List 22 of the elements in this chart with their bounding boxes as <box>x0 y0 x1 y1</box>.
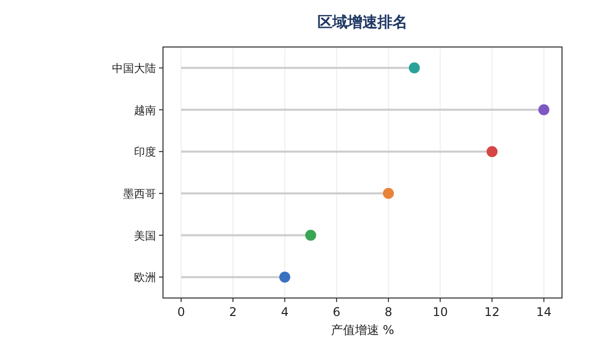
point <box>538 104 550 116</box>
chart-title: 区域增速排名 <box>318 13 408 31</box>
y-tick-label: 印度 <box>134 146 156 159</box>
point <box>408 62 420 74</box>
x-tick-label: 0 <box>177 305 185 319</box>
point <box>486 146 498 158</box>
x-tick-label: 10 <box>432 305 448 319</box>
point <box>279 272 290 283</box>
x-tick-label: 8 <box>384 305 392 319</box>
x-tick-label: 6 <box>332 305 340 319</box>
y-tick-label: 越南 <box>134 104 156 117</box>
x-axis-title: 产值增速 % <box>330 323 394 337</box>
x-tick-label: 4 <box>280 305 289 319</box>
x-tick-label: 2 <box>229 305 237 319</box>
x-tick-label: 14 <box>536 305 552 319</box>
y-tick-label: 墨西哥 <box>123 187 156 200</box>
point <box>382 188 394 199</box>
x-tick-label: 12 <box>484 305 500 319</box>
point <box>305 230 316 241</box>
y-tick-label: 欧洲 <box>134 271 156 284</box>
y-tick-label: 中国大陆 <box>112 62 156 75</box>
y-tick-label: 美国 <box>134 229 156 242</box>
